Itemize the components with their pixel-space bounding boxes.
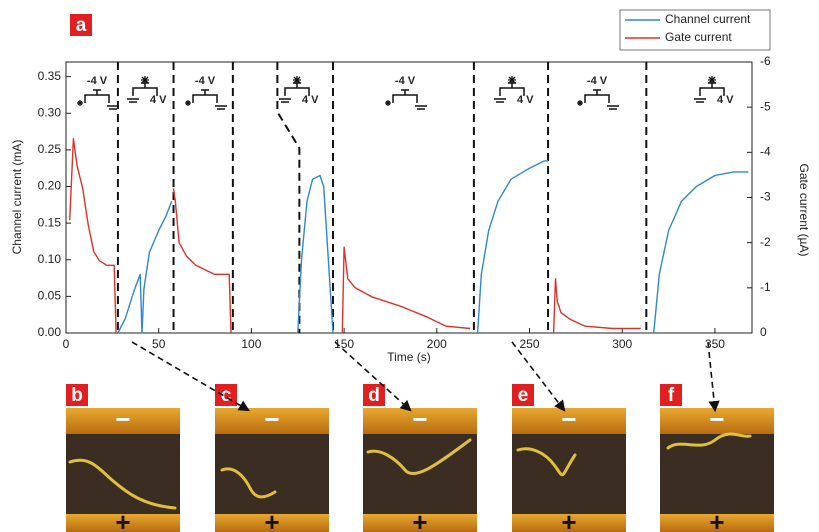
star bbox=[141, 76, 149, 84]
star bbox=[185, 100, 191, 106]
bias-label: 4 V bbox=[717, 94, 734, 106]
y-tick-label: 0.30 bbox=[38, 105, 62, 119]
arrow bbox=[132, 342, 248, 410]
y-tick-label: 0.20 bbox=[38, 179, 62, 193]
circuit-shape bbox=[585, 90, 609, 103]
y-tick-label: 0.05 bbox=[38, 289, 62, 303]
electrode-sign-top: − bbox=[412, 404, 427, 434]
panel-label: a bbox=[76, 15, 87, 36]
y2-tick-label: -1 bbox=[760, 280, 771, 294]
ground bbox=[127, 99, 139, 102]
ground bbox=[607, 106, 619, 109]
channel-image bbox=[66, 434, 180, 514]
circuit-icon: -4 V bbox=[385, 75, 427, 109]
y2-tick-label: 0 bbox=[760, 325, 767, 339]
circuit-shape bbox=[193, 90, 217, 103]
electrode-sign-top: − bbox=[115, 404, 130, 434]
channel-image bbox=[660, 434, 774, 514]
legend-label: Channel current bbox=[665, 12, 751, 26]
star bbox=[708, 76, 716, 84]
y2-tick-label: -6 bbox=[760, 54, 771, 68]
star bbox=[293, 76, 301, 84]
x-tick-label: 150 bbox=[334, 337, 354, 351]
y2-axis-label: Gate current (µA) bbox=[797, 164, 811, 257]
circuit-icon: 4 V bbox=[279, 76, 319, 106]
circuit-icon: 4 V bbox=[127, 76, 167, 106]
y-tick-label: 0.10 bbox=[38, 252, 62, 266]
circuit-icon: -4 V bbox=[77, 75, 119, 109]
x-tick-label: 300 bbox=[612, 337, 632, 351]
star bbox=[577, 100, 583, 106]
y-tick-label: 0.00 bbox=[38, 325, 62, 339]
y2-tick-label: -2 bbox=[760, 235, 771, 249]
bias-label: -4 V bbox=[195, 75, 216, 87]
ground bbox=[279, 99, 291, 102]
y2-tick-label: -5 bbox=[760, 99, 771, 113]
channel-image bbox=[215, 434, 329, 514]
bias-label: 4 V bbox=[517, 94, 534, 106]
y-tick-label: 0.25 bbox=[38, 142, 62, 156]
x-tick-label: 350 bbox=[705, 337, 725, 351]
bias-label: -4 V bbox=[587, 75, 608, 87]
ground bbox=[694, 99, 706, 102]
electrode-sign-bottom: + bbox=[561, 507, 576, 532]
y2-tick-label: -3 bbox=[760, 190, 771, 204]
y-tick-label: 0.35 bbox=[38, 69, 62, 83]
electrode-sign-bottom: + bbox=[264, 507, 279, 532]
series-line bbox=[118, 161, 748, 333]
electrode-sign-top: − bbox=[264, 404, 279, 434]
circuit-icon: 4 V bbox=[694, 76, 734, 106]
series-line bbox=[70, 139, 641, 333]
panel-label: f bbox=[668, 385, 675, 406]
bias-label: 4 V bbox=[302, 94, 319, 106]
x-axis-label: Time (s) bbox=[387, 350, 431, 364]
circuit-shape bbox=[393, 90, 417, 103]
circuit-icon: 4 V bbox=[494, 76, 534, 106]
y-axis-label: Channel current (mA) bbox=[10, 140, 24, 255]
star bbox=[77, 100, 83, 106]
electrode-sign-bottom: + bbox=[709, 507, 724, 532]
x-tick-label: 50 bbox=[152, 337, 166, 351]
photos: b−+c−+d−+e−+f−+ bbox=[66, 384, 774, 532]
ground bbox=[415, 106, 427, 109]
bias-label: 4 V bbox=[150, 94, 167, 106]
electrode-sign-bottom: + bbox=[115, 507, 130, 532]
channel-image bbox=[512, 434, 626, 514]
circuit-icon: -4 V bbox=[577, 75, 619, 109]
bias-label: -4 V bbox=[395, 75, 416, 87]
panel-label: b bbox=[71, 385, 83, 406]
arrow bbox=[708, 342, 715, 410]
star bbox=[385, 100, 391, 106]
electrode-sign-bottom: + bbox=[412, 507, 427, 532]
x-tick-label: 100 bbox=[241, 337, 261, 351]
bias-label: -4 V bbox=[87, 75, 108, 87]
legend-label: Gate current bbox=[665, 30, 732, 44]
x-tick-label: 0 bbox=[63, 337, 70, 351]
panel-label: e bbox=[518, 385, 529, 406]
electrode-sign-top: − bbox=[709, 404, 724, 434]
circuit-shape bbox=[85, 90, 109, 103]
y-tick-label: 0.15 bbox=[38, 215, 62, 229]
ground bbox=[215, 106, 227, 109]
x-tick-label: 200 bbox=[427, 337, 447, 351]
panel-label: d bbox=[368, 385, 380, 406]
y2-tick-label: -4 bbox=[760, 145, 771, 159]
figure: a Time (s) Channel current (mA) Gate cur… bbox=[0, 0, 819, 532]
plot-frame bbox=[66, 62, 752, 333]
x-tick-label: 250 bbox=[519, 337, 539, 351]
ground bbox=[494, 99, 506, 102]
circuit-icon: -4 V bbox=[185, 75, 227, 109]
star bbox=[508, 76, 516, 84]
